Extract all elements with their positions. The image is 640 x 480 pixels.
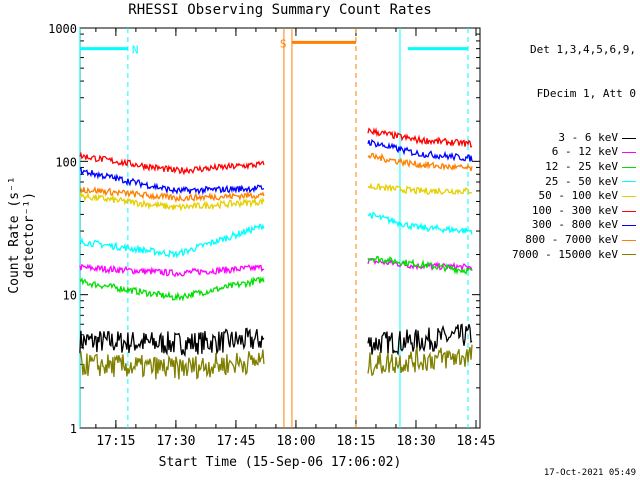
legend-item-label: 800 - 7000 keV: [525, 232, 618, 246]
legend-header-line-2: FDecim 1, Att 0: [536, 86, 636, 100]
legend-items: 3 - 6 keV 6 - 12 keV 12 - 25 keV 25 - 50 ke…: [512, 131, 636, 262]
y-tick-label: 1000: [48, 22, 77, 36]
legend-item-label: 3 - 6 keV: [558, 130, 618, 144]
legend-swatch: [622, 254, 636, 256]
legend-swatch: [622, 152, 636, 154]
legend-item-label: 100 - 300 keV: [531, 203, 618, 217]
legend-item: 25 - 50 keV: [512, 175, 636, 190]
series-line-50-100-kev: [79, 191, 265, 212]
x-tick-label: 18:45: [456, 434, 495, 449]
legend-item-label: 25 - 50 keV: [545, 174, 618, 188]
series-line-100-300-kev: [79, 151, 265, 176]
legend-item: 12 - 25 keV: [512, 160, 636, 175]
series-line-12-25-kev: [79, 276, 265, 302]
annotation-label-n: N: [132, 44, 139, 57]
x-tick-label: 17:15: [96, 434, 135, 449]
legend-item: 800 - 7000 keV: [512, 233, 636, 248]
legend-item: 3 - 6 keV: [512, 131, 636, 146]
y-tick-label: 10: [63, 289, 77, 303]
legend-item: 300 - 800 keV: [512, 218, 636, 233]
legend-header-line-1: Det 1,3,4,5,6,9,: [530, 43, 636, 57]
legend-item: 50 - 100 keV: [512, 189, 636, 204]
footer-timestamp: 17-Oct-2021 05:49: [543, 468, 636, 478]
x-tick-label: 18:15: [336, 434, 375, 449]
y-tick-label: 1: [70, 422, 77, 436]
x-axis-label: Start Time (15-Sep-06 17:06:02): [158, 455, 402, 470]
series-line-100-300-kev: [367, 127, 473, 148]
x-tick-label: 18:30: [396, 434, 435, 449]
legend-swatch: [622, 210, 636, 212]
series-line-7000-15000-kev: [367, 344, 473, 377]
series-line-800-7000-kev: [367, 152, 473, 172]
legend-swatch: [622, 137, 636, 139]
legend-item-label: 7000 - 15000 keV: [512, 247, 618, 261]
annotation-label-s: S: [280, 37, 287, 50]
series-line-25-50-kev: [367, 211, 473, 235]
legend-item: 6 - 12 keV: [512, 145, 636, 160]
legend-swatch: [622, 166, 636, 168]
legend-item: 100 - 300 keV: [512, 204, 636, 219]
series-line-300-800-kev: [367, 138, 473, 162]
y-tick-label: 100: [55, 155, 77, 169]
legend-swatch: [622, 181, 636, 183]
series-line-800-7000-kev: [79, 186, 265, 203]
legend-swatch: [622, 225, 636, 227]
x-tick-label: 17:30: [156, 434, 195, 449]
legend-item-label: 6 - 12 keV: [551, 145, 618, 159]
legend-swatch: [622, 239, 636, 241]
series-line-12-25-kev: [367, 256, 473, 276]
legend-item-label: 50 - 100 keV: [538, 189, 618, 203]
x-tick-label: 17:45: [216, 434, 255, 449]
series-line-25-50-kev: [79, 223, 265, 259]
legend-item-label: 300 - 800 keV: [531, 218, 618, 232]
y-axis-label: Count Rate (s⁻¹ detector⁻¹): [7, 176, 37, 294]
legend: Det 1,3,4,5,6,9, FDecim 1, Att 0 3 - 6 k…: [512, 14, 636, 277]
series-line-300-800-kev: [79, 167, 265, 196]
x-tick-label: 18:00: [276, 434, 315, 449]
series-line-3-6-kev: [367, 323, 473, 356]
series-line-3-6-kev: [79, 327, 265, 358]
chart-title: RHESSI Observing Summary Count Rates: [128, 2, 432, 18]
series-line-7000-15000-kev: [79, 349, 265, 380]
legend-swatch: [622, 195, 636, 197]
series-line-50-100-kev: [367, 182, 472, 196]
legend-item: 7000 - 15000 keV: [512, 248, 636, 263]
series-line-6-12-kev: [79, 263, 265, 278]
legend-item-label: 12 - 25 keV: [545, 159, 618, 173]
